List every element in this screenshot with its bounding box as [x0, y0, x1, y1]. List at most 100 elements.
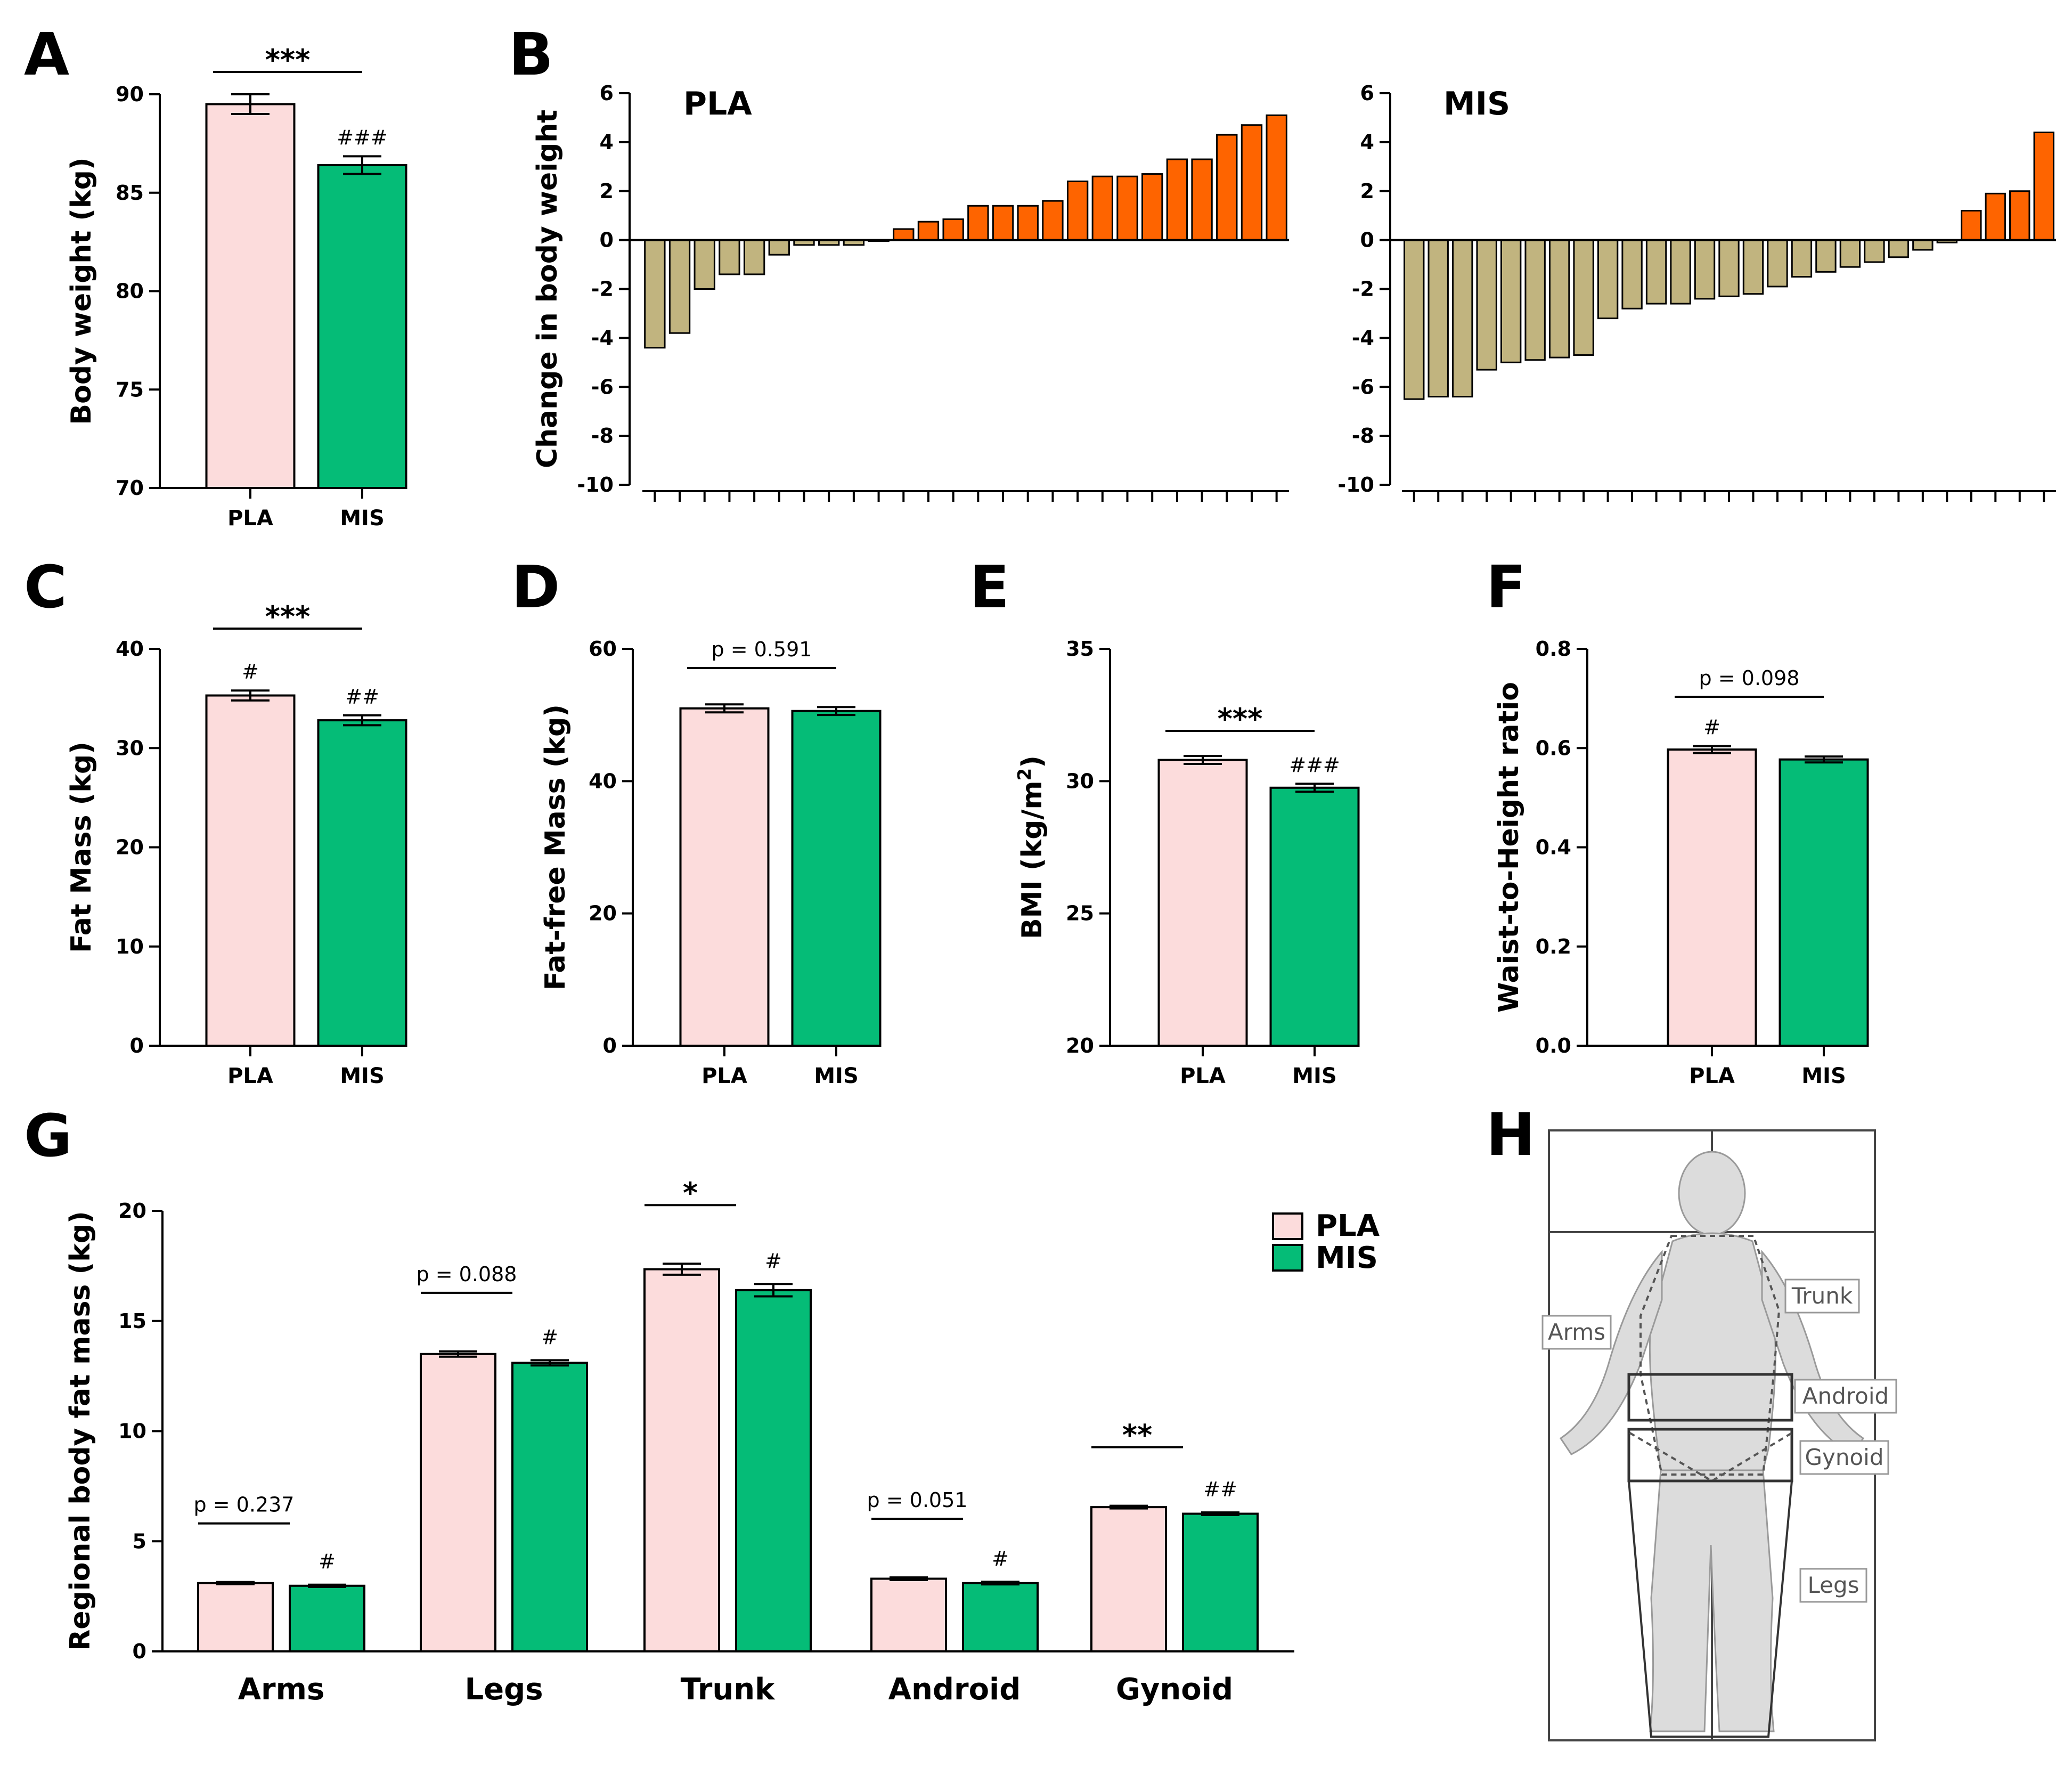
waterfall-bar [1718, 239, 1740, 297]
x-tick-label: MIS [1801, 1064, 1846, 1088]
y-tick-label: -8 [1352, 424, 1374, 447]
panel-d-y-label: Fat-free Mass (kg) [540, 704, 572, 990]
waterfall-bar [2033, 132, 2054, 241]
bar-annotation: # [242, 660, 259, 683]
waterfall-bar [1621, 239, 1643, 310]
legend-swatch-pla [1272, 1212, 1303, 1240]
y-tick-label: 0.8 [1536, 637, 1571, 661]
bar-pla [1667, 748, 1757, 1047]
waterfall-bar [1066, 180, 1089, 241]
android-region [1627, 1373, 1793, 1422]
bar-pla [1090, 1506, 1167, 1652]
body-diagram: Trunk Arms Android Gynoid Legs [1541, 1129, 1897, 1741]
y-tick-label: -10 [577, 473, 614, 496]
arms-label-box [1541, 1315, 1612, 1350]
waterfall-bar [1476, 239, 1497, 371]
comparison-label: p = 0.098 [1699, 666, 1800, 690]
y-tick-label: 20 [1066, 1034, 1094, 1057]
waterfall-bar [992, 205, 1014, 241]
waterfall-bar [1524, 239, 1546, 361]
panel-e-y-axis: 20 25 30 35 [1066, 637, 1111, 1057]
panel-c-bars: PLA # MIS ## *** [205, 600, 407, 1088]
waterfall-bar [1985, 192, 2006, 241]
panel-f-y-label: Waist-to-Height ratio [1493, 682, 1525, 1013]
y-tick-label: 0.2 [1536, 935, 1571, 958]
legs-region [1627, 1480, 1793, 1738]
y-tick-label: 6 [1360, 82, 1374, 105]
x-tick-label: PLA [227, 1064, 273, 1088]
y-tick-label: 0 [130, 1034, 144, 1057]
bar-mis [962, 1582, 1039, 1652]
y-tick-label: 25 [1066, 902, 1094, 925]
waterfall-bar [1839, 239, 1861, 268]
y-tick-label: -10 [1337, 473, 1374, 496]
panel-e-y-label: BMI (kg/m2) [1014, 755, 1048, 939]
trunk-region [1639, 1235, 1781, 1476]
panel-b-mis-group-label: MIS [1443, 85, 1510, 123]
y-tick-label: -4 [591, 326, 614, 349]
y-axis-label-end: ) [1016, 755, 1048, 768]
y-tick-label: 0 [600, 229, 614, 252]
bar-annotation: ### [1289, 753, 1340, 777]
trunk-label-box [1784, 1279, 1860, 1314]
bar-annotation: # [319, 1550, 336, 1574]
y-tick-label: 0 [603, 1034, 617, 1057]
torso-shape [1649, 1232, 1776, 1471]
waterfall-bar [719, 239, 740, 275]
panel-c-y-axis: 0 10 20 30 40 [116, 637, 161, 1057]
bar-annotation: ## [345, 685, 379, 709]
bar-pla [420, 1353, 496, 1652]
waterfall-bar [1742, 239, 1764, 295]
bar-mis [317, 164, 407, 489]
bar-annotation: # [765, 1249, 782, 1273]
bar-pla [679, 707, 770, 1047]
y-axis-label-text: Change in body weight [532, 110, 564, 468]
waterfall-bar [1888, 239, 1910, 258]
panel-b-pla-y-axis: -10 -8 -6 -4 -2 0 2 4 6 [577, 82, 631, 496]
bar-mis [1269, 786, 1360, 1047]
y-tick-label: 0.0 [1536, 1034, 1571, 1057]
y-tick-label: -4 [1352, 326, 1374, 349]
y-tick-label: 4 [1360, 131, 1374, 154]
y-tick-label: 10 [118, 1420, 146, 1443]
y-tick-label: 0.6 [1536, 736, 1571, 760]
bar-mis [511, 1362, 588, 1652]
x-tick-label: Arms [238, 1672, 325, 1707]
y-axis-label-sup: 2 [1014, 768, 1035, 781]
waterfall-bar [1241, 124, 1263, 241]
panel-f-bars: PLA # MIS p = 0.098 [1667, 666, 1869, 1088]
waterfall-bar [917, 221, 940, 241]
left-arm-shape [1559, 1249, 1663, 1455]
panel-a-y-label: Body weight (kg) [66, 157, 97, 425]
panel-c-y-label: Fat Mass (kg) [66, 742, 97, 953]
bar-pla [205, 694, 296, 1047]
waterfall-bar [644, 239, 666, 349]
waterfall-bar [1791, 239, 1813, 278]
head-shape [1678, 1151, 1746, 1236]
bar-annotation: # [1703, 716, 1720, 739]
y-axis-label-text: BMI (kg/m [1016, 780, 1048, 939]
trunk-label: Trunk [1791, 1283, 1853, 1309]
waterfall-bar [1452, 239, 1473, 398]
bar-annotation: ### [337, 126, 388, 149]
y-tick-label: 30 [116, 736, 144, 760]
waterfall-bar [768, 239, 790, 256]
y-tick-label: -8 [591, 424, 614, 447]
gynoid-label: Gynoid [1805, 1444, 1883, 1470]
x-tick-label: Gynoid [1116, 1672, 1233, 1707]
panel-b-mis-y-axis: -10 -8 -6 -4 -2 0 2 4 6 [1337, 82, 1391, 496]
x-tick-label: PLA [1689, 1064, 1735, 1088]
legend-label-mis: MIS [1316, 1241, 1378, 1275]
waterfall-bar [1116, 175, 1138, 241]
y-tick-label: 30 [1066, 769, 1094, 793]
waterfall-bar [893, 228, 915, 241]
y-tick-label: 2 [600, 180, 614, 203]
waterfall-bar [1670, 239, 1691, 305]
x-tick-label: PLA [227, 506, 273, 531]
panel-b-mis-bars [1390, 132, 2056, 502]
y-tick-label: 0 [1360, 229, 1374, 252]
comparison-label: ** [1122, 1419, 1152, 1452]
y-tick-label: 60 [589, 637, 617, 661]
legs-label-box [1799, 1568, 1867, 1603]
